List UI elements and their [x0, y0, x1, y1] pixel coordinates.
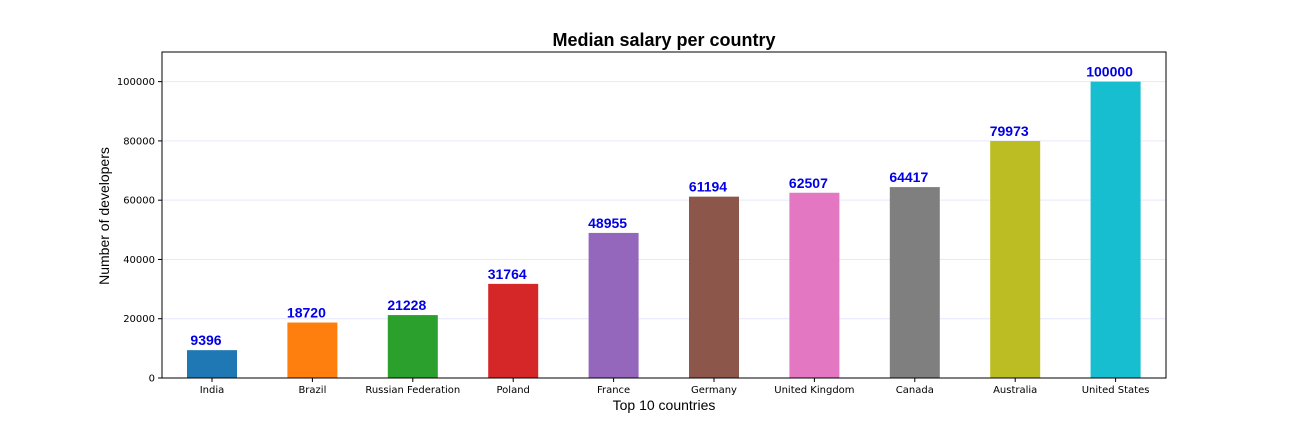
bar: [488, 283, 539, 378]
x-tick-label: United States: [1082, 385, 1150, 396]
y-tick-label: 100000: [117, 77, 155, 88]
data-label: 48955: [588, 215, 627, 231]
x-tick-label: Germany: [691, 385, 737, 396]
plot-frame: [161, 51, 1167, 379]
y-tick-label: 20000: [123, 314, 155, 325]
y-axis-label: Number of developers: [96, 147, 112, 285]
data-label: 79973: [990, 123, 1029, 139]
data-label: 9396: [190, 332, 221, 348]
x-tick-label: Brazil: [298, 385, 326, 396]
bars: [187, 81, 1141, 379]
x-tick-label: United Kingdom: [774, 385, 854, 396]
bar: [689, 196, 739, 378]
x-axis-ticks: India Brazil Russian Federation Poland Franc…: [200, 378, 1150, 396]
data-labels: 9396 18720 21228 31764 48955 61194 62507 64417 7…: [190, 64, 1133, 349]
data-label: 64417: [889, 169, 928, 185]
bar: [789, 192, 840, 378]
x-tick-label: Russian Federation: [365, 385, 460, 396]
bar: [187, 350, 237, 378]
bar: [889, 187, 940, 378]
bar: [588, 232, 639, 378]
x-tick-label: France: [597, 385, 630, 396]
data-label: 18720: [287, 305, 326, 321]
y-tick-label: 80000: [123, 136, 155, 147]
y-tick-label: 60000: [123, 196, 155, 207]
data-label: 31764: [488, 266, 527, 282]
y-axis-ticks: 0 20000 40000 60000 80000 100000: [117, 77, 162, 385]
x-axis-label: Top 10 countries: [613, 397, 716, 413]
bar: [387, 315, 438, 378]
data-label: 62507: [789, 175, 828, 191]
data-label: 61194: [689, 179, 727, 195]
x-tick-label: Poland: [497, 385, 530, 396]
data-label: 100000: [1086, 64, 1133, 80]
chart-title: Median salary per country: [552, 30, 775, 50]
bar: [1090, 81, 1141, 379]
x-tick-label: Canada: [896, 385, 934, 396]
bar: [990, 140, 1041, 378]
x-tick-label: India: [200, 385, 225, 396]
y-tick-label: 0: [149, 374, 155, 385]
x-tick-label: Australia: [993, 385, 1037, 396]
data-label: 21228: [387, 297, 426, 313]
bar: [287, 322, 338, 378]
y-tick-label: 40000: [123, 255, 155, 266]
